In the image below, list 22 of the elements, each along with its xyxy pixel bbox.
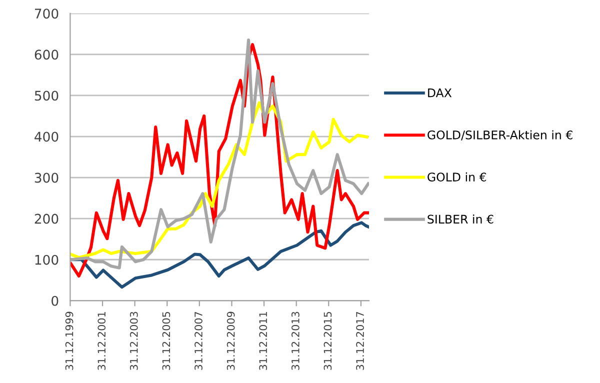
legend-label: GOLD in € bbox=[428, 172, 486, 182]
x-tick-label: 31.12.2009 bbox=[226, 312, 235, 370]
y-tick-label: 500 bbox=[34, 90, 58, 101]
x-tick-label: 31.12.1999 bbox=[65, 312, 74, 370]
x-tick-label: 31.12.2001 bbox=[98, 312, 106, 370]
x-tick-label: 31.12.2017 bbox=[356, 312, 364, 370]
y-tick-label: 700 bbox=[34, 8, 58, 19]
y-tick-label: 400 bbox=[34, 132, 58, 142]
y-tick-label: 600 bbox=[34, 50, 58, 60]
x-tick-label: 31.12.2005 bbox=[162, 312, 170, 370]
x-tick-label: 31.12.2007 bbox=[194, 312, 202, 370]
x-tick-label: 31.12.2015 bbox=[324, 312, 332, 370]
legend-label: SILBER in € bbox=[428, 214, 494, 224]
y-tick-label: 0 bbox=[52, 296, 58, 306]
x-tick-label: 31.12.2003 bbox=[130, 312, 138, 370]
legend-label: DAX bbox=[428, 88, 452, 98]
legend-label: GOLD/SILBER-Aktien in € bbox=[428, 130, 572, 140]
x-tick-label: 31.12.2011 bbox=[259, 312, 268, 370]
y-tick-label: 200 bbox=[34, 214, 58, 224]
y-tick-label: 300 bbox=[34, 172, 58, 183]
x-tick-label: 31.12.2013 bbox=[291, 312, 300, 370]
y-tick-label: 100 bbox=[35, 254, 58, 265]
